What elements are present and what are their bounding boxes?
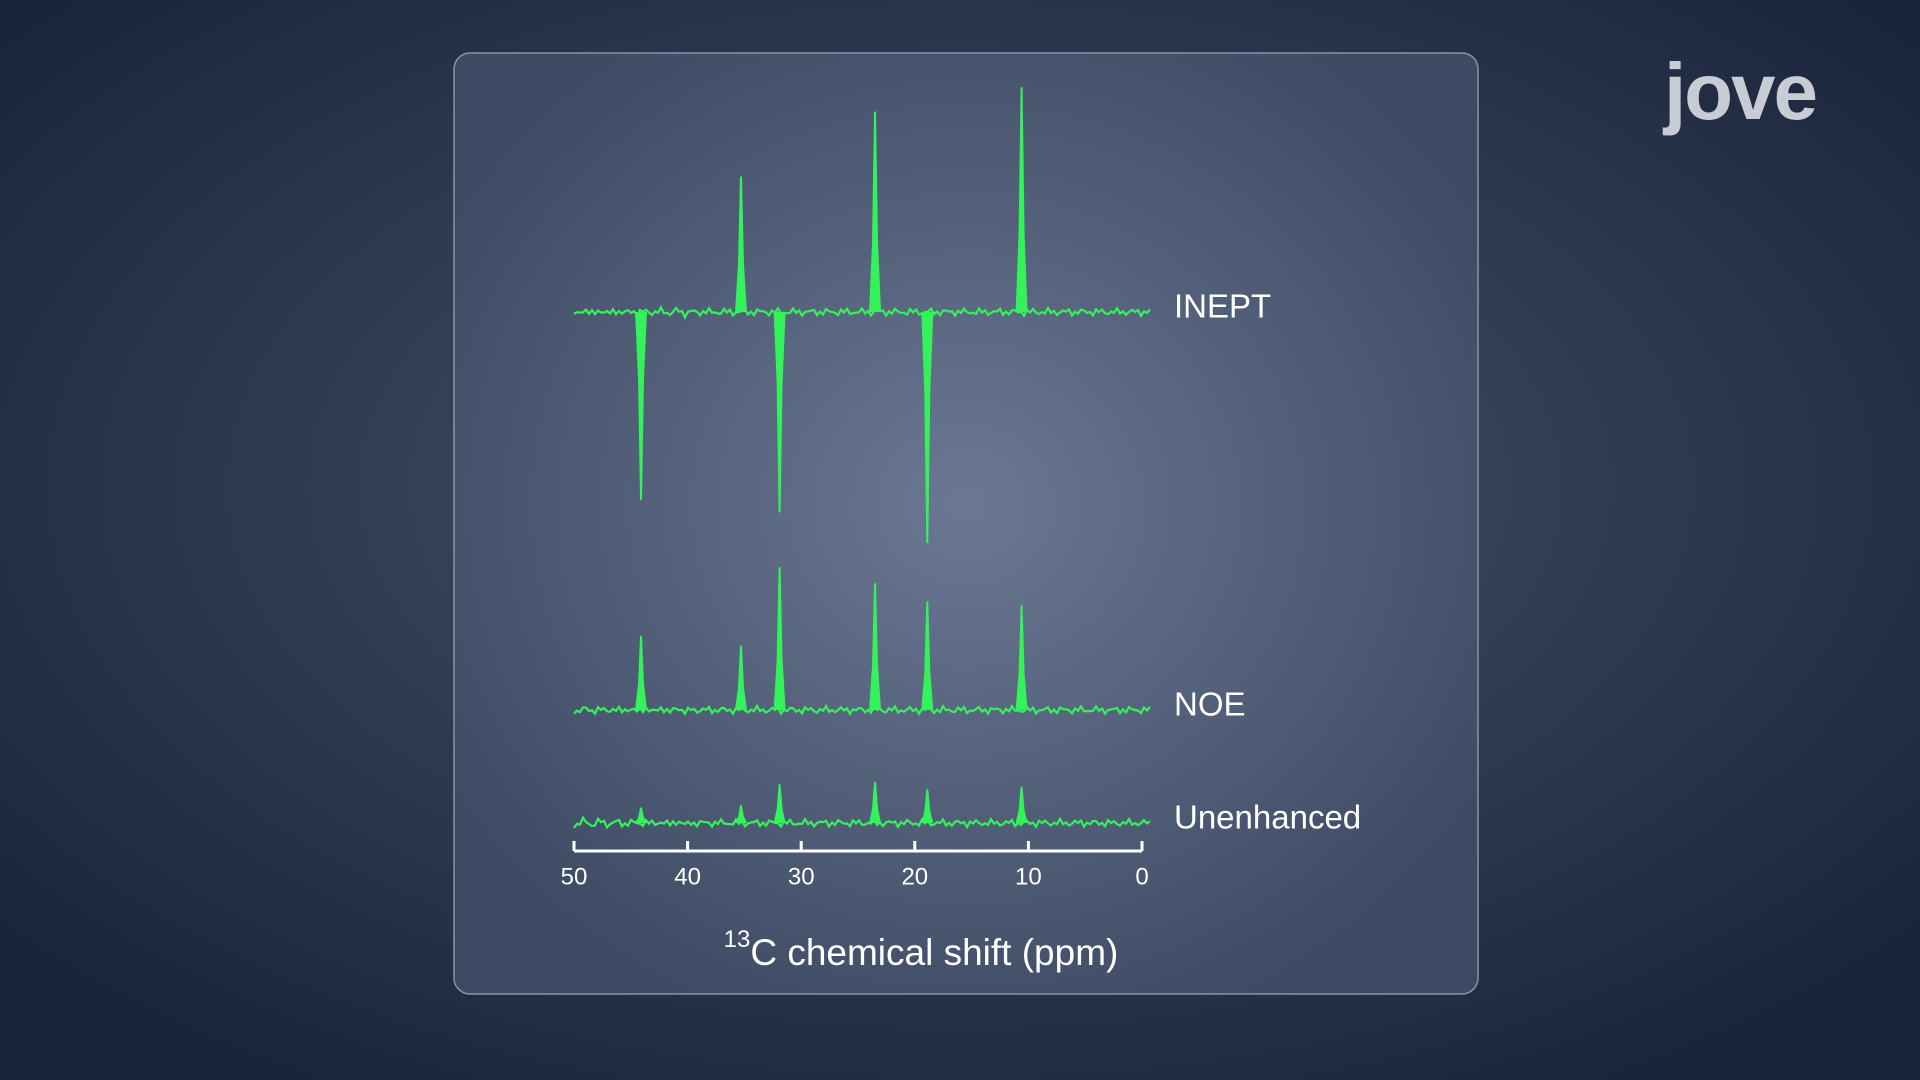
peak xyxy=(869,582,882,711)
peak xyxy=(1015,86,1028,313)
x-tick-label: 10 xyxy=(1015,863,1042,890)
peak xyxy=(921,311,934,544)
series-label: NOE xyxy=(1174,686,1246,723)
series-label: Unenhanced xyxy=(1174,799,1361,836)
x-tick-label: 0 xyxy=(1135,863,1148,890)
peak xyxy=(735,645,747,711)
peak xyxy=(635,807,647,824)
peak xyxy=(635,635,648,711)
baseline-noise xyxy=(573,815,1151,830)
peak xyxy=(635,311,648,501)
x-tick-label: 30 xyxy=(788,863,815,890)
peak xyxy=(921,788,934,824)
panel xyxy=(453,52,1479,995)
peak xyxy=(869,111,882,313)
x-axis-label-sup: 13 xyxy=(724,926,751,953)
x-tick-label: 50 xyxy=(561,863,588,890)
peak xyxy=(735,804,747,824)
series-label: INEPT xyxy=(1174,288,1271,325)
peak xyxy=(921,601,934,711)
peak xyxy=(734,176,747,313)
x-tick-label: 40 xyxy=(674,863,701,890)
x-axis-label: 13C chemical shift (ppm) xyxy=(724,926,1119,972)
logo: jove xyxy=(1662,47,1816,136)
peak xyxy=(1015,786,1028,824)
peak xyxy=(773,784,786,824)
baseline-noise xyxy=(573,304,1151,320)
baseline-noise xyxy=(573,703,1151,717)
peak xyxy=(773,566,786,711)
peak xyxy=(869,781,882,824)
x-tick-label: 20 xyxy=(901,863,928,890)
x-axis-label-main: C chemical shift (ppm) xyxy=(750,932,1118,973)
peak xyxy=(1015,604,1028,711)
peak xyxy=(773,311,786,513)
